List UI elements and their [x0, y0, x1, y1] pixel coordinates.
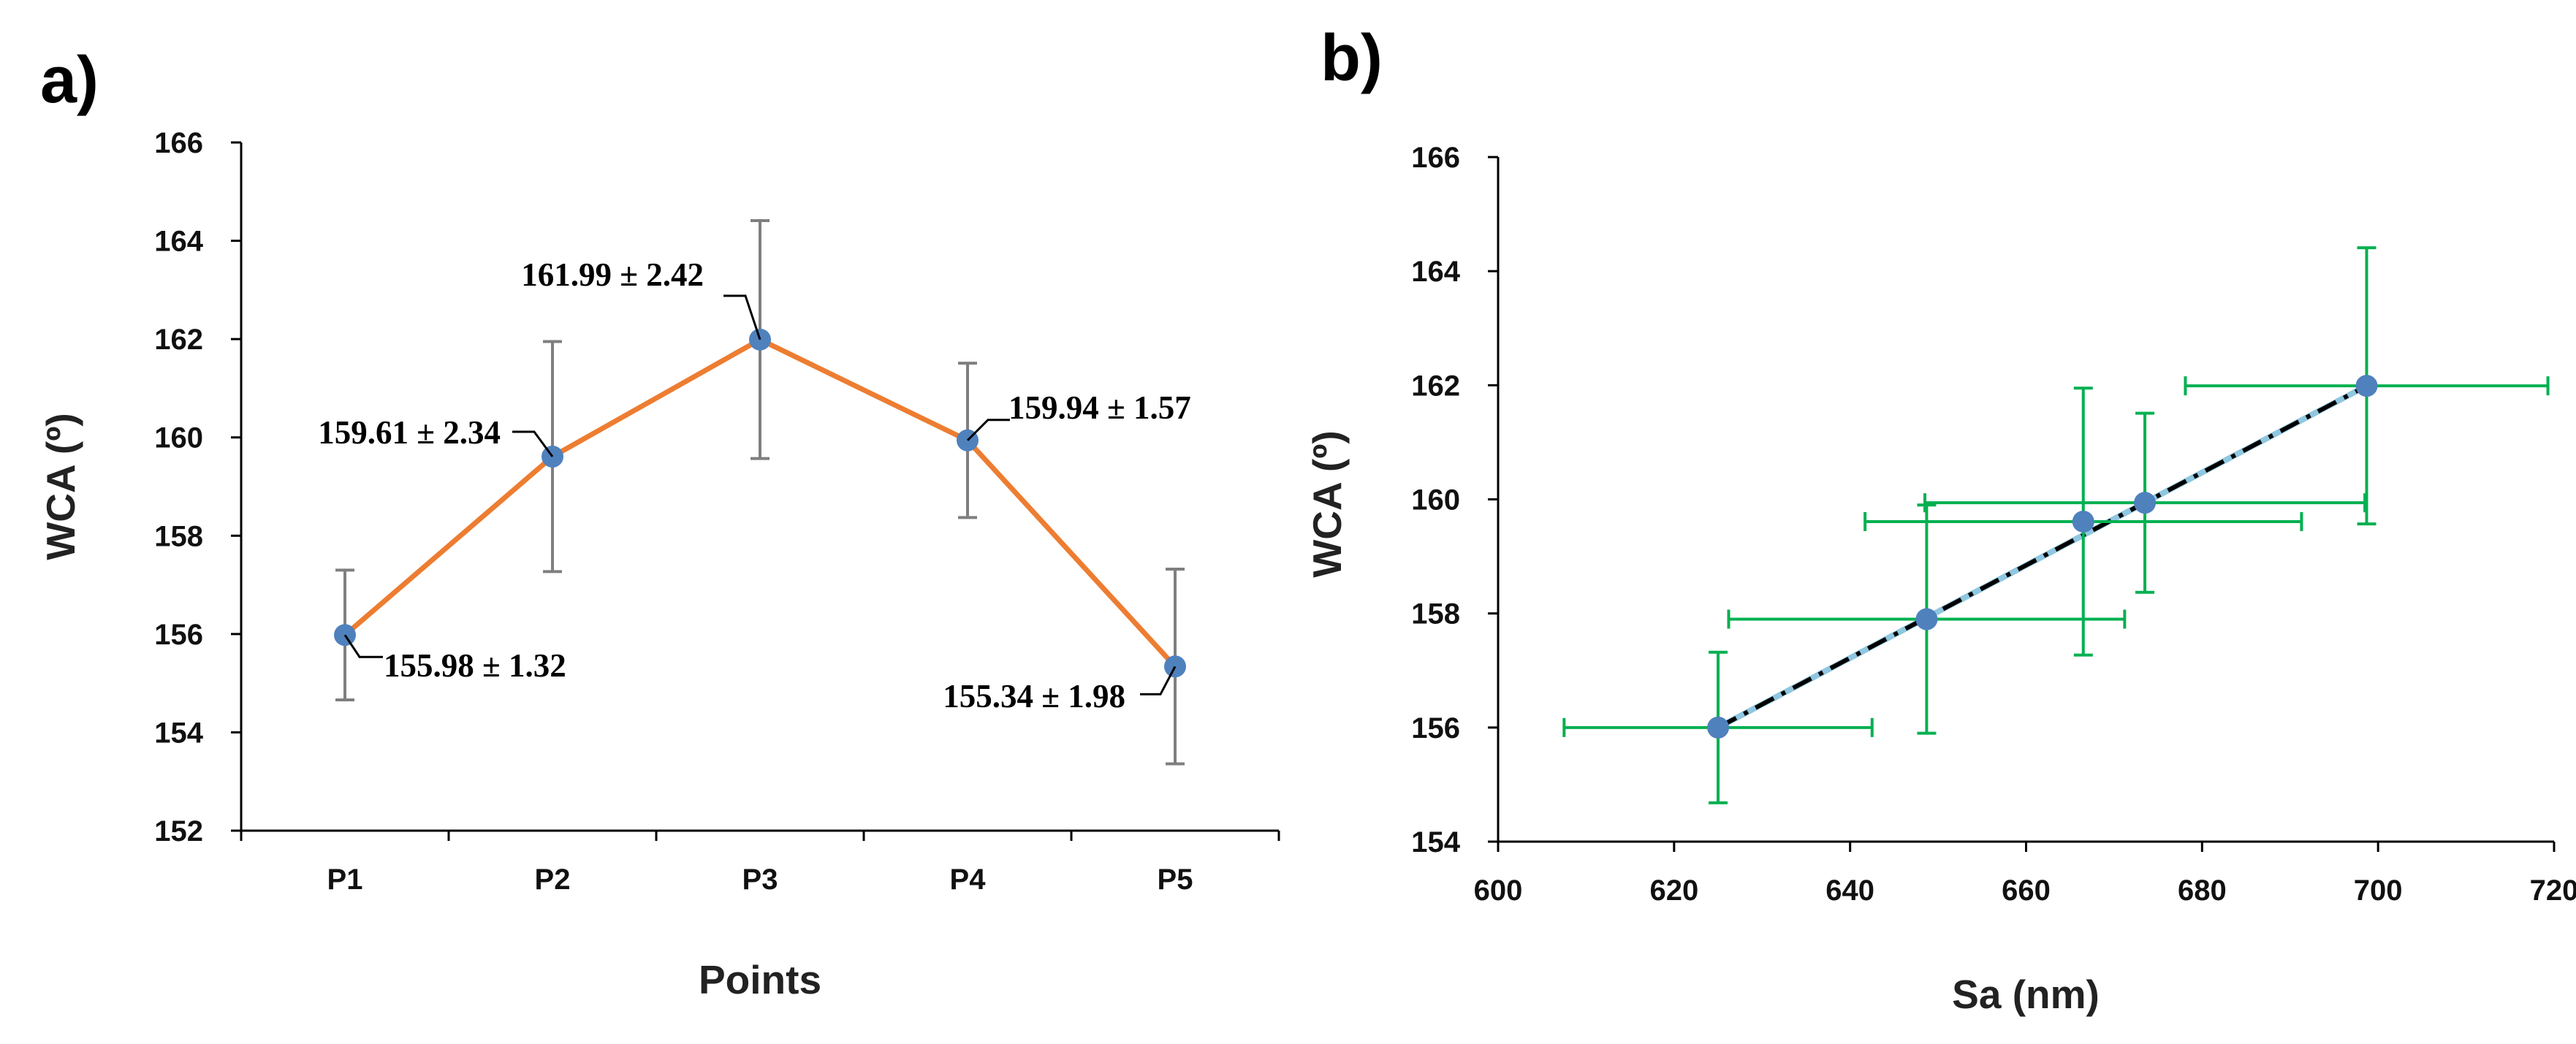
panel-label-a: a): [40, 44, 99, 117]
x-tick-label: P5: [1158, 864, 1193, 896]
y-tick-label: 154: [154, 717, 203, 749]
y-tick-label: 162: [1411, 370, 1460, 402]
data-label: 155.98 ± 1.32: [384, 647, 566, 684]
x-tick-label: 640: [1825, 875, 1874, 907]
data-label: 159.94 ± 1.57: [1008, 389, 1191, 426]
callout-leader: [512, 430, 554, 457]
data-point: [2072, 510, 2094, 533]
x-tick-label: P1: [327, 864, 363, 896]
y-tick-label: 162: [154, 324, 203, 356]
x-tick-label: P4: [950, 864, 987, 896]
x-tick-label: 680: [2178, 875, 2227, 907]
chart-panel-b: b) WCA (º) Sa (nm) 154 156 158 160 162 164 166…: [1304, 22, 2576, 1017]
x-tick-label: P2: [535, 864, 571, 896]
x-tick-label: 700: [2354, 875, 2403, 907]
trendline: [1717, 384, 2368, 730]
callout-leader: [723, 294, 761, 340]
y-tick-label: 152: [154, 815, 203, 847]
data-point: [2134, 492, 2157, 514]
y-tick-label: 160: [1411, 484, 1460, 517]
x-tick-label: P3: [742, 864, 778, 896]
x-tick-label: 620: [1649, 875, 1698, 907]
data-point: [1707, 716, 1730, 739]
y-tick-label: 156: [1411, 712, 1460, 744]
y-tick-label: 158: [1411, 598, 1460, 630]
x-tick-label: 600: [1474, 875, 1523, 907]
data-label: 161.99 ± 2.42: [521, 256, 704, 293]
y-tick-label: 154: [1411, 826, 1460, 858]
y-tick-label: 164: [1411, 256, 1460, 288]
y-tick-label: 164: [154, 226, 203, 258]
data-point: [2355, 375, 2378, 397]
x-axis-title-a: Points: [699, 957, 821, 1002]
panel-label-b: b): [1321, 22, 1383, 95]
data-label: 159.61 ± 2.34: [318, 414, 501, 451]
chart-panel-a: a) WCA (º) Points 152 154 156 158 160 162 164 1…: [38, 44, 1280, 1002]
y-tick-label: 160: [154, 422, 203, 454]
y-tick-label: 166: [154, 127, 203, 159]
y-tick-label: 166: [1411, 142, 1460, 174]
y-tick-label: 156: [154, 619, 203, 651]
y-tick-label: 158: [154, 520, 203, 552]
y-axis-title-a: WCA (º): [38, 413, 83, 560]
y-axis-title-b: WCA (º): [1304, 430, 1350, 577]
callout-leader: [966, 419, 1010, 441]
x-tick-label: 720: [2530, 875, 2576, 907]
data-label: 155.34 ± 1.98: [943, 678, 1125, 715]
callout-leader: [1140, 666, 1177, 696]
x-tick-label: 660: [2002, 875, 2051, 907]
data-point: [1915, 608, 1938, 630]
callout-leader: [343, 634, 383, 658]
x-axis-title-b: Sa (nm): [1952, 972, 2100, 1017]
